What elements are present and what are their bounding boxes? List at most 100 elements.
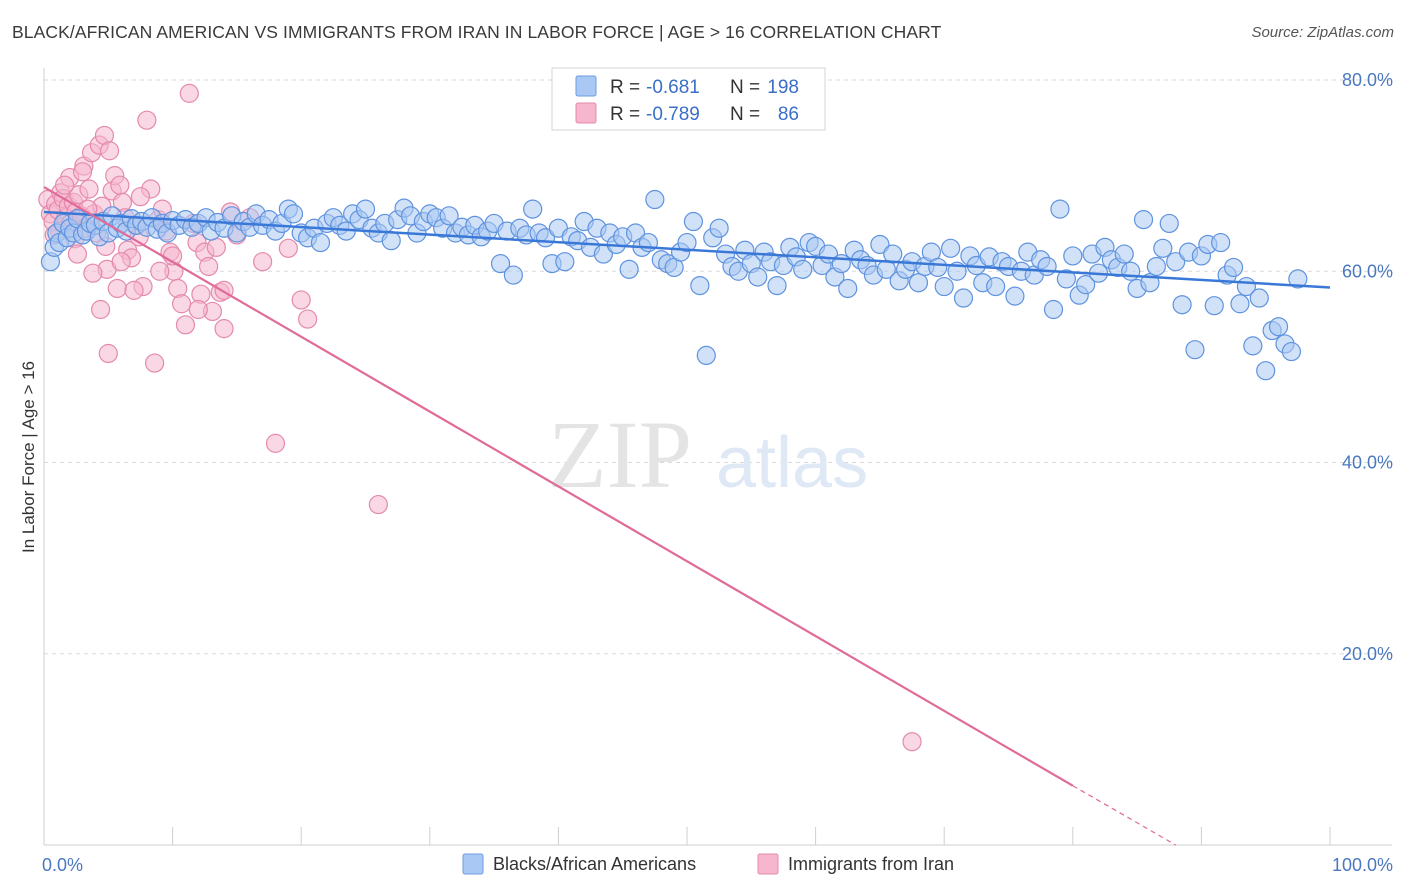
trend-line-iran-extension (1072, 785, 1176, 846)
black-point (1063, 246, 1083, 266)
iran-point (199, 256, 219, 277)
bottom-legend-swatch-pink (757, 853, 779, 875)
iran-point (83, 263, 103, 283)
black-point (767, 275, 787, 296)
black-point (1146, 256, 1166, 277)
iran-point (107, 278, 127, 299)
trend-line-black (43, 210, 1331, 289)
legend-r-value-pink: -0.789 (646, 104, 700, 125)
black-point (953, 288, 974, 308)
legend-n-value-blue: 198 (767, 77, 799, 98)
black-point (690, 275, 710, 296)
iran-point (150, 261, 170, 281)
source-label: Source: ZipAtlas.com (1251, 24, 1394, 41)
trend-line-iran (43, 186, 1074, 787)
iran-point (130, 187, 151, 207)
black-point (439, 206, 459, 226)
legend-n-label-pink: N = (730, 104, 760, 125)
black-point (1121, 261, 1141, 281)
series-black-points (40, 189, 1308, 381)
iran-point (298, 309, 318, 329)
black-point (1256, 361, 1276, 381)
black-point (1281, 341, 1302, 362)
bottom-legend-label-pink: Immigrants from Iran (788, 854, 954, 874)
black-point (928, 257, 948, 278)
black-point (381, 231, 401, 251)
iran-point (368, 494, 388, 515)
y-tick-label: 80.0% (1342, 70, 1393, 90)
black-point (793, 259, 813, 279)
iran-point (79, 179, 99, 199)
gridlines (44, 79, 1392, 655)
black-point (1076, 275, 1096, 295)
black-point (555, 252, 575, 272)
black-point (696, 345, 716, 365)
black-point (1114, 244, 1134, 264)
black-point (310, 232, 331, 253)
legend-r-label-pink: R = (610, 104, 640, 125)
iran-point (175, 315, 196, 335)
stats-legend: R = -0.681 N = 198 R = -0.789 N = 86 (551, 67, 826, 131)
black-point (908, 273, 929, 293)
black-point (1172, 295, 1192, 315)
iran-point (99, 141, 120, 161)
iran-point (72, 162, 93, 182)
legend-swatch-pink (575, 102, 597, 124)
iran-point (206, 237, 226, 257)
black-point (870, 234, 890, 255)
x-tick-label-max: 100.0% (1332, 855, 1393, 875)
black-point (503, 265, 523, 285)
y-tick-label: 20.0% (1342, 644, 1393, 664)
black-point (1050, 199, 1070, 219)
black-point (1204, 296, 1224, 316)
black-point (523, 199, 543, 219)
black-point (1005, 286, 1025, 306)
iran-point (90, 299, 111, 320)
black-point (1043, 299, 1064, 320)
series-legend: Blacks/African Americans Immigrants from… (462, 853, 954, 875)
black-point (1268, 317, 1289, 337)
black-point (1133, 210, 1154, 230)
black-point (645, 189, 665, 210)
black-point (490, 254, 511, 274)
iran-point (278, 238, 298, 258)
bottom-legend-label-blue: Blacks/African Americans (493, 854, 696, 874)
iran-point (144, 353, 165, 373)
black-point (1153, 238, 1173, 258)
black-point (1159, 213, 1179, 234)
iran-point (111, 252, 131, 272)
watermark-atlas: atlas (716, 423, 868, 503)
x-tick-label-min: 0.0% (42, 855, 83, 875)
black-point (838, 278, 858, 299)
black-point (941, 238, 961, 258)
chart-title: BLACK/AFRICAN AMERICAN VS IMMIGRANTS FRO… (12, 22, 942, 42)
watermark-zip: ZIP (548, 401, 692, 508)
legend-n-label-blue: N = (730, 77, 760, 98)
watermark: ZIP atlas (548, 401, 868, 508)
black-point (1056, 269, 1076, 289)
black-point (677, 232, 697, 253)
bottom-legend-swatch-blue (462, 853, 484, 875)
black-point (355, 199, 376, 219)
iran-point (179, 83, 199, 103)
y-axis-title: In Labor Force | Age > 16 (19, 361, 38, 553)
black-point (986, 276, 1006, 297)
black-point (619, 259, 639, 279)
black-point (1288, 269, 1308, 289)
black-point (1223, 257, 1244, 278)
black-point (1230, 294, 1250, 314)
black-point (934, 276, 954, 297)
legend-r-value-blue: -0.681 (646, 77, 700, 98)
x-tick-labels: 0.0% 100.0% (42, 855, 1393, 875)
black-point (683, 211, 704, 232)
black-point (1211, 232, 1231, 253)
legend-swatch-blue (575, 75, 597, 97)
legend-n-value-pink: 86 (778, 104, 799, 125)
black-point (1185, 340, 1205, 360)
iran-point (214, 319, 234, 339)
iran-point (253, 252, 273, 272)
y-tick-labels: 20.0% 40.0% 60.0% 80.0% (1342, 70, 1393, 664)
trend-lines (43, 186, 1331, 846)
y-tick-label: 60.0% (1342, 261, 1393, 281)
iran-point (902, 732, 922, 752)
